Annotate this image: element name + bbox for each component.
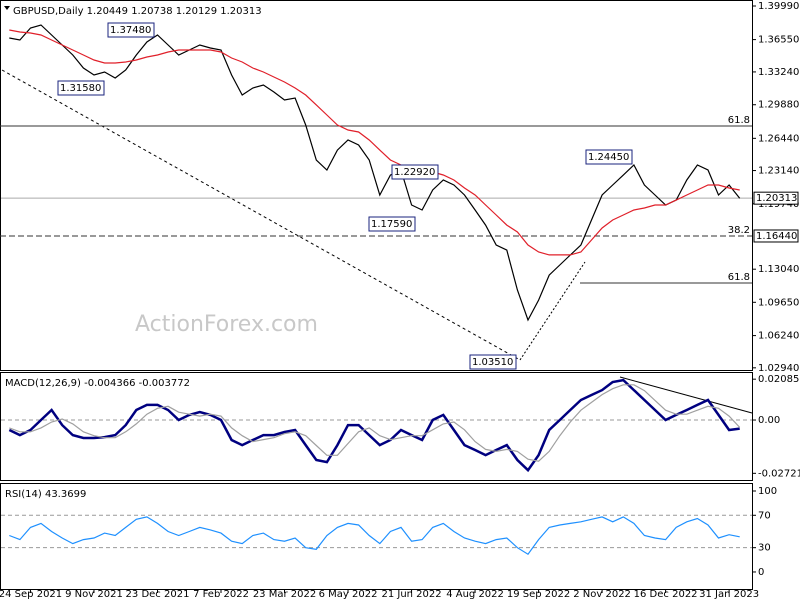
annotation: 1.22920	[394, 167, 435, 178]
x-tick-label: 24 Sep 2021	[0, 589, 62, 600]
y-tick-label: 0	[758, 567, 764, 578]
series-line	[9, 29, 740, 256]
fib-label: 61.8	[728, 272, 750, 283]
x-tick-label: 6 May 2022	[319, 589, 378, 600]
annotation: 1.03510	[472, 357, 513, 368]
y-tick-label: 30	[758, 543, 771, 554]
y-tick-label: 1.36550	[758, 35, 799, 46]
y-tick-label: 0.00	[758, 415, 780, 426]
y-tick-label: 1.33240	[758, 67, 799, 78]
y-tick-label: 70	[758, 510, 771, 521]
panel-title: MACD(12,26,9) -0.004366 -0.003772	[5, 378, 190, 389]
annotation-box	[469, 354, 517, 370]
y-tick-label: 1.23140	[758, 166, 799, 177]
x-tick-label: 4 Aug 2022	[446, 589, 504, 600]
annotation-box	[585, 149, 633, 165]
price-box	[753, 229, 799, 243]
watermark: ActionForex.com	[135, 312, 318, 337]
y-tick-label: 1.02940	[758, 363, 799, 374]
fib-label: 61.8	[728, 115, 750, 126]
price-frame	[0, 0, 753, 371]
annotation: 1.37480	[110, 25, 151, 36]
y-tick-label: 100	[758, 486, 777, 497]
x-tick-label: 2 Nov 2022	[573, 589, 631, 600]
y-tick-label: 1.13040	[758, 264, 799, 275]
x-tick-label: 31 Jan 2023	[699, 589, 759, 600]
annotation-box	[368, 216, 416, 232]
series-line	[9, 384, 741, 462]
macd-frame	[0, 372, 753, 481]
panel-title: RSI(14) 43.3699	[5, 489, 86, 500]
menu-icon	[4, 6, 10, 10]
annotation-box	[107, 22, 155, 38]
trend-line	[1, 69, 521, 361]
annotation-box	[57, 80, 105, 96]
x-tick-label: 9 Nov 2021	[65, 589, 123, 600]
annotation-box	[391, 164, 439, 180]
y-tick-label: 0.020858	[758, 374, 800, 385]
x-tick-label: 7 Feb 2022	[193, 589, 249, 600]
rsi-frame	[0, 483, 753, 590]
annotation: 1.31580	[60, 83, 101, 94]
fib-label: 38.2	[728, 225, 750, 236]
x-tick-label: 23 Dec 2021	[126, 589, 190, 600]
annotation: 1.24450	[588, 152, 629, 163]
y-tick-label: 1.09650	[758, 297, 799, 308]
frames	[0, 0, 753, 590]
macd-trend-line	[619, 376, 753, 414]
y-tick-label: 1.29880	[758, 100, 799, 111]
annotation: 1.17590	[371, 219, 412, 230]
series-line	[9, 24, 741, 322]
x-tick-label: 21 Jun 2022	[381, 589, 441, 600]
y-tick-label: 1.06240	[758, 331, 799, 342]
x-tick-label: 16 Dec 2022	[634, 589, 698, 600]
price-box	[753, 191, 799, 205]
series-line	[9, 516, 740, 556]
panel-title: GBPUSD,Daily 1.20449 1.20738 1.20129 1.2…	[13, 6, 262, 17]
y-tick-label: 1.26440	[758, 133, 799, 144]
trend-line	[519, 261, 586, 361]
series-line	[8, 378, 740, 473]
price-box-label: 1.16440	[756, 231, 797, 242]
x-tick-label: 23 Mar 2022	[253, 589, 316, 600]
x-tick-label: 19 Sep 2022	[507, 589, 570, 600]
y-tick-label: 1.39990	[758, 1, 799, 12]
y-tick-label: -0.027213	[758, 468, 800, 479]
last-price-label: 1.20313	[756, 193, 797, 204]
